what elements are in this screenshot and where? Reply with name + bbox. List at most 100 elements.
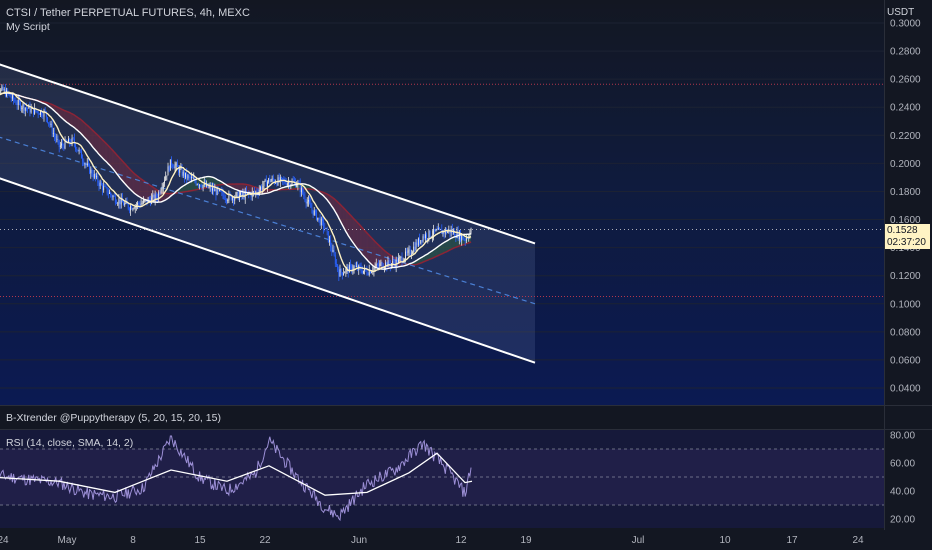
candle-body — [327, 231, 329, 242]
ma-cloud-segment — [73, 114, 75, 128]
candle-body — [23, 103, 25, 111]
candle-body — [18, 99, 20, 103]
candle-body — [120, 198, 122, 205]
candle-body — [187, 175, 189, 179]
candle-body — [412, 252, 413, 254]
ma-cloud-segment — [56, 106, 59, 115]
candle-body — [325, 228, 327, 229]
ma-cloud-segment — [122, 160, 124, 183]
candle-body — [326, 228, 328, 232]
candle-body — [291, 181, 293, 185]
candle-body — [196, 184, 198, 186]
candle-body — [161, 188, 163, 191]
candle-body — [41, 110, 43, 116]
candle-body — [113, 196, 115, 197]
ma-cloud-segment — [117, 155, 119, 177]
ma-cloud-segment — [362, 227, 364, 256]
ma-cloud-segment — [142, 179, 144, 200]
candle-body — [193, 177, 195, 179]
ma-cloud-segment — [340, 204, 342, 223]
ma-cloud-segment — [335, 199, 337, 214]
candle-body — [416, 242, 418, 246]
candle-body — [205, 182, 206, 187]
candle-body — [469, 232, 471, 238]
xtrender-legend[interactable]: B-Xtrender @Puppytherapy (5, 20, 15, 20,… — [6, 412, 221, 424]
candle-body — [269, 178, 271, 183]
rsi-legend[interactable]: RSI (14, close, SMA, 14, 2) — [6, 437, 134, 449]
ma-cloud-segment — [218, 180, 220, 186]
ma-cloud-segment — [235, 183, 238, 190]
candle-body — [181, 167, 183, 176]
candle-body — [152, 194, 154, 198]
ma-cloud-segment — [145, 182, 147, 201]
ma-cloud-segment — [421, 256, 424, 263]
ma-cloud-segment — [363, 229, 365, 258]
candle-body — [378, 264, 380, 266]
candle-body — [288, 182, 289, 184]
candle-body — [86, 163, 88, 165]
x-tick-label: 8 — [130, 535, 136, 546]
candle-body — [175, 163, 177, 166]
script-name[interactable]: My Script — [6, 21, 50, 33]
candle-body — [103, 186, 105, 191]
candle-body — [304, 195, 306, 201]
candle-body — [192, 177, 194, 179]
candle-body — [55, 136, 57, 140]
ma-cloud-segment — [67, 111, 69, 124]
candle-body — [350, 264, 351, 266]
candle-body — [281, 177, 282, 179]
candle-body — [64, 139, 66, 149]
candle-body — [85, 163, 87, 165]
ma-cloud-segment — [123, 162, 125, 184]
candle-body — [88, 163, 89, 165]
ma-cloud-segment — [111, 149, 114, 169]
ma-cloud-segment — [449, 238, 452, 250]
candle-body — [182, 171, 184, 176]
ma-cloud-segment — [164, 193, 166, 201]
candle-body — [1, 86, 3, 90]
candle-body — [38, 113, 40, 115]
candle-body — [285, 183, 287, 186]
candle-body — [106, 187, 108, 194]
ma-cloud-segment — [83, 122, 85, 138]
candle-body — [15, 101, 17, 105]
ma-cloud-segment — [143, 180, 145, 200]
candle-body — [355, 265, 357, 267]
candle-body — [83, 161, 85, 165]
candle-body — [2, 86, 4, 91]
candle-body — [186, 172, 188, 179]
ma-cloud-segment — [438, 245, 440, 256]
candle-body — [224, 199, 226, 200]
currency-label[interactable]: USDT — [887, 7, 915, 18]
ma-cloud-segment — [63, 110, 66, 121]
ma-cloud-segment — [419, 257, 421, 264]
candle-body — [92, 175, 94, 178]
ma-cloud-segment — [93, 130, 95, 149]
candle-body — [33, 107, 34, 115]
candle-body — [320, 218, 322, 225]
candle-body — [3, 89, 5, 91]
candle-body — [275, 182, 277, 184]
candle-body — [234, 197, 236, 201]
candle-body — [329, 240, 330, 242]
candle-body — [167, 166, 169, 176]
ma-cloud-segment — [187, 182, 190, 192]
candle-body — [68, 138, 70, 143]
candle-body — [162, 183, 164, 189]
candle-body — [271, 178, 273, 181]
candle-body — [195, 181, 197, 185]
candle-body — [414, 246, 416, 251]
candle-body — [95, 173, 96, 178]
channel-upper-line — [0, 63, 536, 245]
candle-body — [261, 186, 263, 190]
candle-body — [222, 191, 224, 196]
candle-body — [28, 105, 30, 109]
x-tick-label: 10 — [719, 535, 731, 546]
candle-body — [286, 183, 288, 186]
symbol-title[interactable]: CTSI / Tether PERPETUAL FUTURES, 4h, MEX… — [6, 7, 250, 19]
candle-body — [227, 200, 229, 202]
candle-body — [37, 111, 39, 114]
price-tick-label: 0.1200 — [890, 271, 921, 282]
candle-body — [384, 267, 385, 269]
